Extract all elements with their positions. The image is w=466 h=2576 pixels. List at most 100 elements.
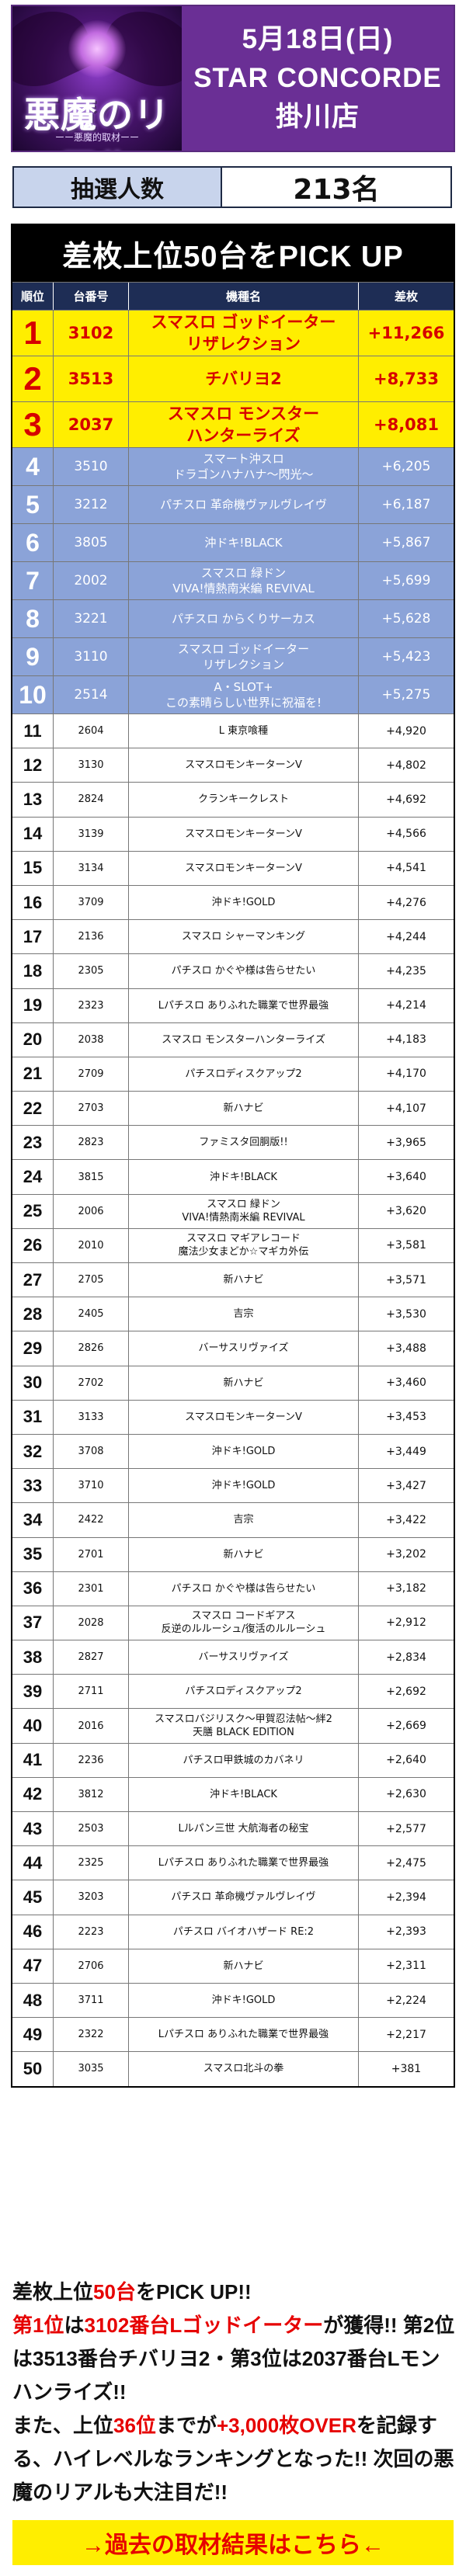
table-row: 2 3513 チバリヨ2 +8,733: [12, 356, 454, 401]
rank-cell: 26: [23, 1235, 43, 1255]
rank-cell: 41: [23, 1750, 43, 1770]
machine-name-cell: スマスロモンキーターンV: [128, 1400, 358, 1434]
diff-cell: +4,170: [358, 1057, 454, 1092]
table-body: 1 3102 スマスロ ゴッドイーター リザレクション +11,266 2 3513 チバリ…: [12, 310, 454, 2086]
machine-number-cell: 2305: [53, 954, 128, 988]
machine-number-cell: 3221: [53, 600, 128, 637]
machine-name-cell: 吉宗: [128, 1297, 358, 1331]
diff-cell: +4,566: [358, 817, 454, 851]
lottery-count-box: 抽選人数 213名: [12, 166, 452, 208]
machine-name-cell: 沖ドキ!BLACK: [128, 524, 358, 561]
diff-cell: +8,081: [358, 402, 454, 447]
rank-cell: 15: [23, 858, 43, 878]
rank-cell: 38: [23, 1647, 43, 1667]
machine-number-cell: 2038: [53, 1022, 128, 1057]
machine-number-cell: 3711: [53, 1983, 128, 2018]
rank-cell: 9: [26, 642, 40, 671]
diff-cell: +2,834: [358, 1640, 454, 1675]
rank-cell: 30: [23, 1373, 43, 1393]
lottery-value: 213名: [222, 168, 450, 207]
diff-cell: +2,692: [358, 1675, 454, 1709]
rank-cell: 7: [26, 566, 40, 595]
machine-number-cell: 2016: [53, 1709, 128, 1743]
rank-cell: 8: [26, 604, 40, 633]
diff-cell: +2,217: [358, 2018, 454, 2052]
table-row: 9 3110 スマスロ ゴッドイーター リザレクション +5,423: [12, 637, 454, 675]
diff-cell: +3,620: [358, 1194, 454, 1228]
rank-cell: 25: [23, 1201, 43, 1221]
diff-cell: +4,920: [358, 714, 454, 748]
diff-cell: +3,571: [358, 1263, 454, 1297]
table-row: 48 3711 沖ドキ!GOLD +2,224: [12, 1982, 454, 2018]
diff-cell: +6,205: [358, 448, 454, 485]
machine-name-cell: スマスロ ゴッドイーター リザレクション: [128, 311, 358, 356]
table-row: 34 2422 吉宗 +3,422: [12, 1502, 454, 1537]
machine-name-cell: スマスロ ゴッドイーター リザレクション: [128, 638, 358, 675]
machine-number-cell: 2037: [53, 402, 128, 447]
rank-cell: 29: [23, 1338, 43, 1358]
rank-cell: 20: [23, 1029, 43, 1050]
diff-cell: +4,802: [358, 748, 454, 783]
rank-cell: 6: [26, 528, 40, 557]
rank-cell: 46: [23, 1922, 43, 1942]
table-header-row: 順位 台番号 機種名 差枚: [12, 282, 454, 310]
machine-number-cell: 2010: [53, 1228, 128, 1262]
machine-number-cell: 3510: [53, 448, 128, 485]
machine-name-cell: Lルパン三世 大航海者の秘宝: [128, 1812, 358, 1846]
machine-number-cell: 2503: [53, 1812, 128, 1846]
machine-name-cell: A・SLOT+ この素晴らしい世界に祝福を!: [128, 676, 358, 713]
diff-cell: +3,460: [358, 1366, 454, 1400]
rank-cell: 3: [23, 406, 42, 443]
machine-number-cell: 2323: [53, 988, 128, 1022]
rank-cell: 11: [23, 720, 42, 741]
table-row: 28 2405 吉宗 +3,530: [12, 1297, 454, 1331]
table-row: 20 2038 スマスロ モンスターハンターライズ +4,183: [12, 1022, 454, 1057]
machine-number-cell: 2514: [53, 676, 128, 713]
machine-number-cell: 3212: [53, 486, 128, 523]
past-results-link[interactable]: →過去の取材結果はこちら←: [12, 2520, 454, 2565]
summary-segment: 差枚上位: [12, 2280, 94, 2303]
table-row: 12 3130 スマスロモンキーターンV +4,802: [12, 748, 454, 783]
machine-number-cell: 2028: [53, 1606, 128, 1640]
machine-number-cell: 2322: [53, 2018, 128, 2052]
rank-cell: 4: [26, 452, 40, 481]
summary-highlight: 50台: [93, 2280, 136, 2303]
table-row: 39 2711 パチスロディスクアップ2 +2,692: [12, 1674, 454, 1709]
summary-segment: を記録する、ハイレベルなランキングとなった!! 次回の悪魔のリアルも大注目だ!!: [12, 2414, 454, 2504]
rank-cell: 23: [23, 1132, 43, 1152]
diff-cell: +3,581: [358, 1228, 454, 1262]
machine-number-cell: 3035: [53, 2052, 128, 2086]
table-row: 25 2006 スマスロ 緑ドン VIVA!情熱南米編 REVIVAL +3,620: [12, 1193, 454, 1228]
table-row: 22 2703 新ハナビ +4,107: [12, 1091, 454, 1126]
rank-cell: 31: [23, 1407, 43, 1427]
machine-name-cell: L 東京喰種: [128, 714, 358, 748]
machine-name-cell: パチスロディスクアップ2: [128, 1057, 358, 1092]
machine-name-cell: 沖ドキ!GOLD: [128, 885, 358, 920]
table-row: 37 2028 スマスロ コードギアス 反逆のルルーシュ/復活のルルーシュ +2,91…: [12, 1605, 454, 1640]
summary-text: 差枚上位50台をPICK UP!! 第1位は3102番台Lゴッドイーターが獲得!…: [12, 2276, 455, 2509]
machine-number-cell: 2705: [53, 1263, 128, 1297]
table-row: 44 2325 Lパチスロ ありふれた職業で世界最強 +2,475: [12, 1845, 454, 1880]
machine-name-cell: スマスロ マギアレコード 魔法少女まどか☆マギカ外伝: [128, 1228, 358, 1262]
machine-name-cell: ファミスタ回胴版!!: [128, 1126, 358, 1160]
machine-name-cell: スマスロモンキーターンV: [128, 851, 358, 885]
diff-cell: +3,449: [358, 1434, 454, 1469]
brand-logo: 悪魔のリアル ーー悪魔的取材ーー: [12, 6, 182, 151]
machine-number-cell: 2604: [53, 714, 128, 748]
diff-cell: +3,453: [358, 1400, 454, 1434]
rank-cell: 50: [23, 2058, 43, 2078]
machine-name-cell: 沖ドキ!GOLD: [128, 1469, 358, 1503]
diff-cell: +3,640: [358, 1160, 454, 1194]
summary-highlight: 第1位: [12, 2314, 64, 2337]
table-row: 23 2823 ファミスタ回胴版!! +3,965: [12, 1125, 454, 1160]
machine-number-cell: 3709: [53, 885, 128, 920]
logo-text: 悪魔のリアル: [24, 94, 170, 151]
machine-number-cell: 2405: [53, 1297, 128, 1331]
rank-cell: 40: [23, 1716, 43, 1736]
table-row: 11 2604 L 東京喰種 +4,920: [12, 713, 454, 748]
machine-name-cell: スマスロバジリスク～甲賀忍法帖～絆2 天膳 BLACK EDITION: [128, 1709, 358, 1743]
table-row: 1 3102 スマスロ ゴッドイーター リザレクション +11,266: [12, 310, 454, 356]
diff-cell: +11,266: [358, 311, 454, 356]
machine-number-cell: 2002: [53, 562, 128, 599]
machine-number-cell: 3139: [53, 817, 128, 851]
